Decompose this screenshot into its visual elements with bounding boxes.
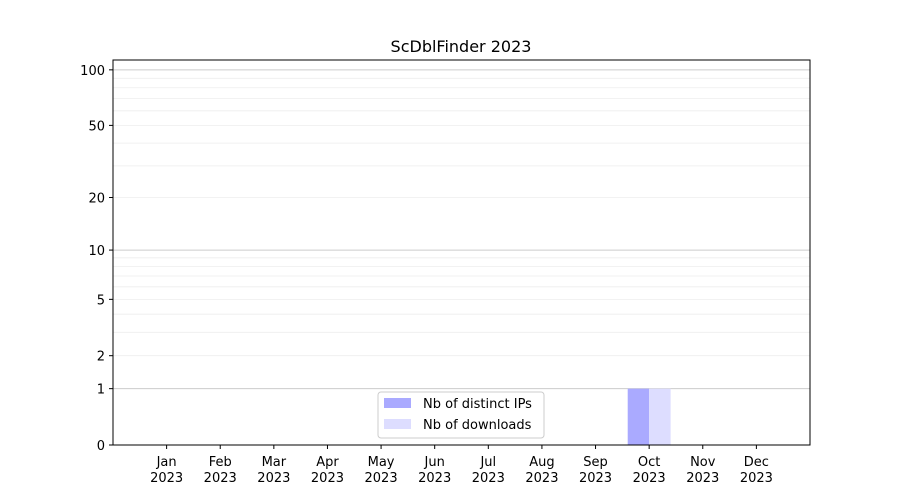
x-tick-label: Nov 2023 [686, 455, 719, 486]
legend-label: Nb of downloads [423, 418, 532, 433]
x-tick-label: Oct 2023 [633, 455, 666, 486]
x-tick-label: Jun 2023 [418, 455, 451, 486]
x-tick-label: Feb 2023 [204, 455, 237, 486]
legend-box [377, 391, 545, 439]
y-tick-label: 20 [88, 192, 105, 207]
x-tick-label: Jul 2023 [472, 455, 505, 486]
y-tick-label: 10 [88, 244, 105, 259]
x-tick-label: May 2023 [365, 455, 398, 486]
x-tick-label: Dec 2023 [740, 455, 773, 486]
y-tick-label: 1 [97, 383, 105, 398]
bar-distinct-ips [627, 388, 650, 445]
x-tick-label: Mar 2023 [257, 455, 290, 486]
x-tick-label: Apr 2023 [311, 455, 344, 486]
legend-label: Nb of distinct IPs [423, 397, 532, 412]
x-tick-label: Jan 2023 [150, 455, 183, 486]
y-tick-label: 2 [97, 350, 105, 365]
legend: Nb of distinct IPs Nb of downloads [377, 391, 545, 439]
x-tick-label: Sep 2023 [579, 455, 612, 486]
y-tick-label: 5 [97, 293, 105, 308]
legend-swatch [384, 398, 411, 408]
legend-swatch [384, 419, 411, 429]
chart-title: ScDblFinder 2023 [391, 37, 532, 56]
y-tick-label: 100 [80, 64, 105, 79]
y-tick-label: 0 [97, 439, 105, 454]
x-tick-label: Aug 2023 [525, 455, 558, 486]
bar-downloads [649, 388, 671, 445]
plot-frame [112, 59, 811, 446]
y-tick-label: 50 [88, 119, 105, 134]
